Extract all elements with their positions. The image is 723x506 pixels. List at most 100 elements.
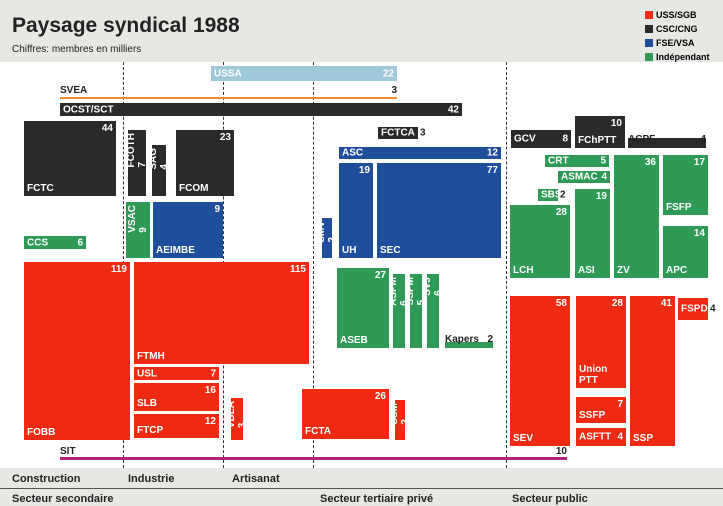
union-name: Kapers — [445, 334, 479, 345]
union-members: 115 — [289, 264, 306, 275]
union-box: SSP 41 — [630, 296, 675, 446]
header — [0, 0, 723, 62]
union-members: 4 — [700, 134, 706, 145]
union-members: 4 — [159, 164, 170, 170]
union-box: FCOTH 7 — [126, 130, 148, 196]
union-name: SBS — [541, 189, 562, 201]
union-members: 2 — [487, 334, 493, 345]
label-group: FCOTH 7 — [126, 133, 148, 167]
union-box: APC 14 — [663, 226, 708, 278]
union-members: 41 — [660, 298, 672, 309]
union-box: CCS 6 — [24, 236, 86, 249]
union-members: 23 — [219, 132, 231, 143]
union-name: USL — [137, 368, 157, 379]
union-box: SSM 2 — [389, 400, 411, 440]
union-members: 12 — [486, 147, 498, 159]
union-members: 3 — [237, 422, 248, 429]
union-name: FOBB — [27, 427, 56, 438]
union-box: LCH 28 — [510, 205, 570, 278]
sector-label: Secteur tertiaire privé — [320, 493, 434, 505]
union-members: 27 — [374, 270, 386, 281]
union-box: SVEA 3 — [60, 85, 397, 99]
union-members: 4 — [601, 171, 607, 183]
union-name: ASFTT — [579, 431, 612, 443]
union-name: FSFP — [666, 202, 692, 213]
union-members: 28 — [555, 207, 567, 218]
legend-item: FSE/VSA — [645, 38, 695, 48]
legend-label: FSE/VSA — [656, 38, 695, 48]
union-name: ACPF — [628, 134, 656, 145]
union-name: FCTCA — [381, 127, 415, 139]
divider — [313, 62, 314, 468]
union-box: CRT 5 — [545, 155, 609, 167]
footer — [0, 468, 723, 506]
union-name: GCV — [514, 133, 536, 145]
union-box: ASC 12 — [339, 147, 501, 159]
union-box: ASI 19 — [575, 189, 610, 278]
branch-label: Construction — [12, 473, 81, 485]
union-box: ASMAC 4 — [558, 171, 610, 183]
union-members: 2 — [560, 189, 566, 201]
sector-label: Secteur public — [512, 493, 588, 505]
union-box: FSFP 17 — [663, 155, 708, 215]
union-box: GCV 8 — [511, 130, 571, 148]
union-members: 19 — [595, 191, 607, 202]
union-members: 2 — [400, 419, 411, 425]
footer-rule — [0, 488, 723, 489]
union-box: ZV 36 — [614, 155, 659, 278]
union-name: SEV — [513, 433, 534, 444]
branch-label: Artisanat — [232, 473, 280, 485]
union-box: SEC 77 — [377, 163, 501, 258]
union-box: FSPD 4 — [678, 298, 716, 320]
union-members: 8 — [562, 133, 568, 145]
union-members: 77 — [486, 165, 498, 176]
union-members: 16 — [204, 385, 216, 396]
union-name: FCOM — [179, 183, 209, 194]
union-members: 4 — [710, 303, 716, 315]
union-members: 19 — [358, 165, 370, 176]
union-name: SEC — [380, 245, 401, 256]
label-group: VBLA 3 — [226, 401, 248, 428]
legend-swatch — [645, 39, 653, 47]
union-members: 58 — [555, 298, 567, 309]
union-name: SMV — [316, 221, 327, 243]
union-box: VSAC 9 — [126, 202, 150, 258]
union-name: CCS — [27, 237, 49, 248]
title: Paysage syndical 1988 — [12, 14, 240, 37]
union-box: FCTA 26 — [302, 389, 389, 439]
sector-label: Secteur secondaire — [12, 493, 114, 505]
union-name: ZV — [617, 265, 630, 276]
union-members: 28 — [611, 298, 623, 309]
union-members: 7 — [617, 399, 623, 410]
union-name: SSP — [633, 433, 654, 444]
union-name: VSAC — [127, 205, 138, 233]
label-group: VSAC 9 — [127, 205, 149, 233]
legend-swatch — [645, 11, 653, 19]
union-box: SMV 2 — [316, 218, 338, 258]
union-box: USL 7 — [134, 367, 219, 380]
union-box: SEV 58 — [510, 296, 570, 446]
union-name: Union PTT — [579, 364, 608, 386]
union-members: 14 — [693, 228, 705, 239]
legend-label: USS/SGB — [656, 10, 697, 20]
union-members: 9 — [214, 204, 220, 215]
label-group: SVJ 6 — [422, 277, 444, 296]
legend-item: Indépendant — [645, 52, 710, 62]
union-members: 5 — [600, 155, 606, 167]
union-members: 10 — [555, 446, 567, 457]
union-members: 9 — [138, 227, 149, 233]
union-box: FChPTT 10 — [575, 116, 625, 148]
union-members: 6 — [433, 290, 444, 296]
union-name: ASMAC — [561, 171, 598, 183]
subtitle: Chiffres: membres en milliers — [12, 44, 142, 55]
union-members: 6 — [77, 237, 83, 248]
union-name: SVEA — [60, 85, 88, 96]
union-members: 12 — [204, 416, 216, 427]
label-group: SSM 2 — [389, 403, 411, 425]
union-members: 36 — [644, 157, 656, 168]
union-name: UH — [342, 245, 357, 256]
union-name: OCST/SCT — [63, 104, 114, 115]
union-box: FTMH 115 — [134, 262, 309, 364]
union-name: SSM — [389, 403, 400, 425]
